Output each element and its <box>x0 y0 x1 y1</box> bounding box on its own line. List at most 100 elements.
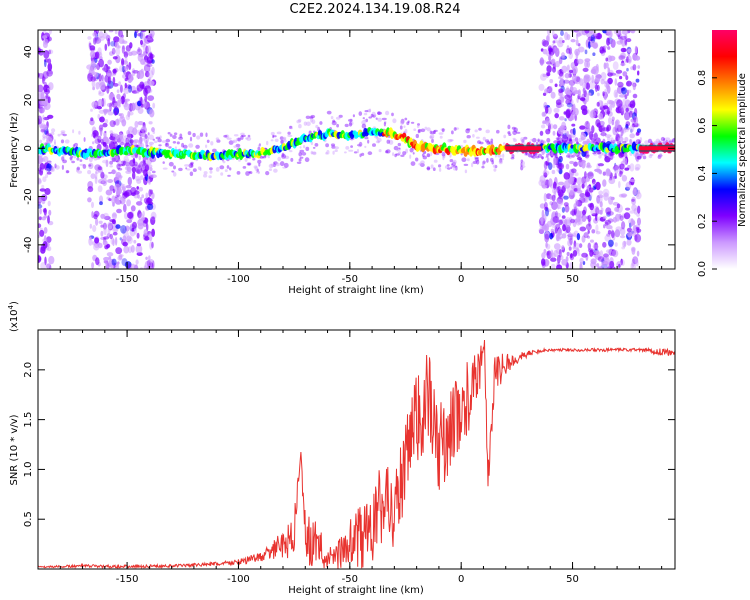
spectrogram-scatter-point <box>76 169 79 173</box>
spectrogram-noise-blob <box>569 218 576 224</box>
spectrogram-noise-blob <box>574 218 578 224</box>
spectrogram-noise-blob <box>570 232 577 238</box>
spectrogram-scatter-point <box>144 134 148 139</box>
spectrogram-noise-blob <box>615 226 623 232</box>
spectrogram-scatter-point <box>274 138 279 142</box>
spectrogram-noise-blob <box>599 201 603 208</box>
spectrogram-noise-blob <box>582 67 589 72</box>
spectrogram-scatter-point <box>592 152 596 155</box>
colorbar-tick-label: 0.2 <box>697 213 708 229</box>
spectrogram-scatter-point <box>87 170 92 175</box>
spectrogram-noise-blob <box>147 203 154 210</box>
spectrogram-noise-blob <box>48 255 55 265</box>
spectrogram-noise-blob <box>623 127 630 133</box>
spectrogram-scatter-point <box>45 127 48 131</box>
spectrogram-scatter-point <box>396 147 399 152</box>
spectrogram-scatter-point <box>138 164 141 168</box>
spectrogram-noise-blob <box>39 208 42 215</box>
spectrogram-noise-blob <box>121 45 125 54</box>
spectrogram-noise-blob <box>618 181 621 189</box>
spectrogram-scatter-point <box>169 133 173 137</box>
spectrogram-scatter-point <box>55 165 60 170</box>
spectrogram-scatter-point <box>464 169 468 174</box>
spectrogram-noise-blob <box>555 60 560 68</box>
spectrogram-noise-blob <box>114 183 121 192</box>
spectrogram-scatter-point <box>203 173 208 178</box>
spectrogram-noise-blob <box>42 129 46 135</box>
spectrogram-noise-blob <box>544 206 549 211</box>
spectrogram-noise-blob <box>95 257 100 266</box>
spectrogram-noise-blob <box>592 244 599 249</box>
spectrogram-noise-blob <box>126 235 132 242</box>
spectrogram-noise-blob <box>46 70 54 75</box>
spectrogram-scatter-point <box>371 111 376 117</box>
spectrogram-scatter-point <box>118 163 123 167</box>
spectrogram-noise-blob <box>111 258 117 266</box>
spectrogram-noise-blob <box>89 223 93 229</box>
spectrogram-scatter-point <box>178 167 183 172</box>
spectrogram-noise-blob <box>545 128 551 135</box>
spectrogram-noise-blob <box>123 155 129 163</box>
spectrogram-noise-blob <box>630 118 634 123</box>
spectrogram-noise-blob <box>92 224 97 233</box>
spectrogram-noise-blob <box>609 260 615 269</box>
spectrogram-noise-blob <box>42 156 49 163</box>
spectrogram-scatter-point <box>671 138 675 143</box>
y-tick-label: 20 <box>23 94 34 107</box>
spectrogram-noise-blob <box>576 32 582 37</box>
spectrogram-scatter-point <box>406 121 410 126</box>
spectrogram-noise-blob <box>544 233 550 243</box>
spectrogram-noise-blob <box>94 237 100 244</box>
spectrogram-scatter-point <box>417 123 420 126</box>
spectrogram-scatter-point <box>281 154 287 159</box>
spectrogram-scatter-point <box>50 132 55 136</box>
spectrogram-noise-blob <box>553 107 560 114</box>
spectrogram-noise-blob <box>611 119 615 126</box>
spectrogram-noise-blob <box>606 37 611 46</box>
spectrogram-noise-blob <box>606 30 612 35</box>
spectrogram-noise-blob <box>577 157 582 161</box>
spectrogram-noise-blob <box>587 171 594 179</box>
spectrogram-scatter-point <box>370 113 374 118</box>
spectrogram-scatter-point <box>618 152 622 157</box>
spectrogram-scatter-point <box>608 155 612 159</box>
spectrogram-noise-blob <box>607 218 614 223</box>
spectrogram-noise-blob <box>90 117 94 122</box>
spectrogram-scatter-point <box>520 137 525 142</box>
spectrogram-noise-blob <box>555 210 558 219</box>
spectrogram-scatter-point <box>367 151 373 156</box>
spectrogram-scatter-point <box>496 129 500 134</box>
spectrogram-scatter-point <box>493 168 497 172</box>
spectrogram-scatter-point <box>273 168 278 173</box>
spectrogram-scatter-point <box>315 124 319 129</box>
spectrogram-noise-blob <box>566 102 573 108</box>
spectrogram-noise-blob <box>556 168 560 172</box>
spectrogram-noise-blob <box>619 75 623 80</box>
spectrogram-noise-blob <box>137 107 144 114</box>
spectrogram-noise-blob <box>585 93 590 103</box>
spectrogram-scatter-point <box>301 152 307 156</box>
spectrogram-noise-blob <box>604 88 608 95</box>
spectrogram-noise-blob <box>575 39 579 46</box>
spectrogram-noise-blob <box>100 230 104 237</box>
spectrogram-noise-blob <box>565 48 571 54</box>
spectrogram-scatter-point <box>192 168 197 173</box>
spectrogram-scatter-point <box>165 142 168 146</box>
spectrogram-scatter-point <box>279 161 285 167</box>
spectrogram-noise-blob <box>630 128 633 133</box>
spectrogram-noise-blob <box>94 138 101 144</box>
spectrogram-noise-blob <box>89 71 94 75</box>
spectrogram-noise-blob <box>47 96 51 104</box>
spectrogram-noise-blob <box>632 188 637 196</box>
spectrogram-scatter-point <box>653 140 659 145</box>
spectrogram-noise-blob <box>604 234 611 242</box>
spectrogram-noise-blob <box>146 88 153 94</box>
spectrogram-scatter-point <box>174 146 177 150</box>
spectrogram-noise-blob <box>116 163 121 170</box>
spectrogram-scatter-point <box>593 151 598 156</box>
spectrogram-noise-blob <box>109 102 112 112</box>
spectrogram-scatter-point <box>270 163 275 167</box>
spectrogram-scatter-point <box>54 141 56 146</box>
spectrogram-scatter-point <box>607 136 611 141</box>
spectrogram-noise-blob <box>128 73 133 81</box>
